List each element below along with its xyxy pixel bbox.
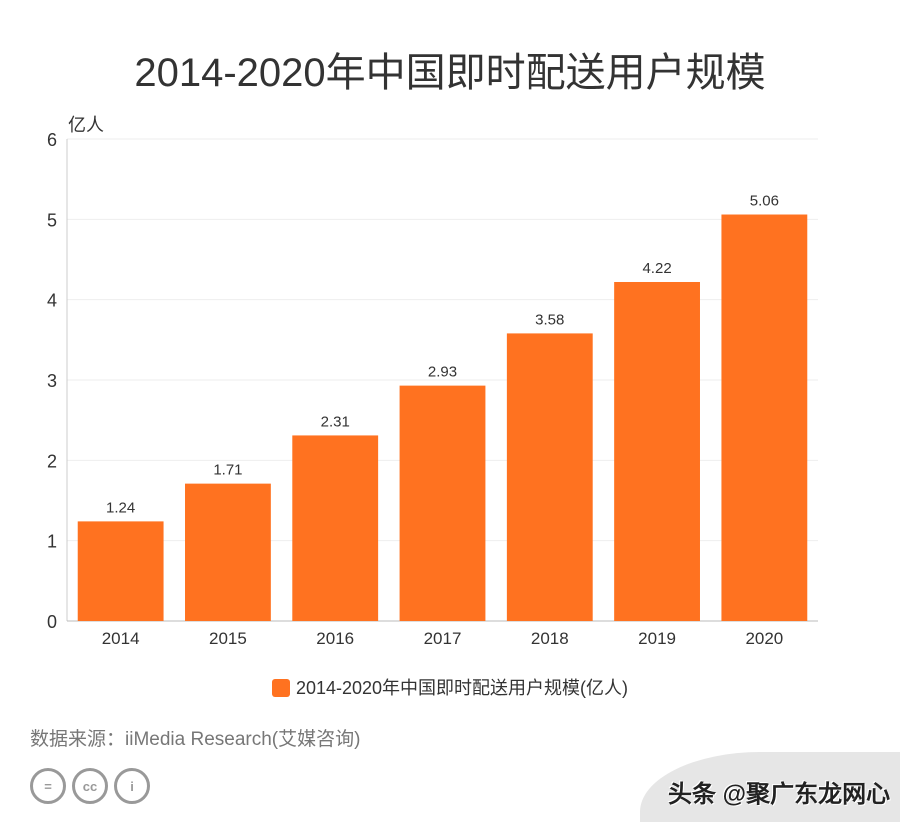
data-label: 1.71 bbox=[213, 462, 242, 479]
y-tick-label: 5 bbox=[47, 210, 57, 230]
bar-2016[interactable] bbox=[292, 435, 379, 621]
x-tick-label: 2018 bbox=[531, 629, 569, 648]
x-tick-label: 2017 bbox=[424, 629, 462, 648]
y-tick-label: 1 bbox=[47, 532, 57, 552]
data-label: 1.24 bbox=[106, 499, 135, 516]
bar-2018[interactable] bbox=[506, 333, 593, 621]
watermark: 头条 @聚广东龙网心 bbox=[668, 781, 891, 808]
license-icons: = cc i bbox=[30, 768, 150, 804]
bar-2020[interactable] bbox=[721, 214, 808, 621]
y-tick-label: 3 bbox=[47, 371, 57, 391]
x-tick-label: 2016 bbox=[316, 629, 354, 648]
bar-2014[interactable] bbox=[77, 521, 164, 621]
y-axis-label: 亿人 bbox=[68, 115, 104, 135]
data-label: 5.06 bbox=[750, 193, 779, 210]
x-tick-label: 2019 bbox=[638, 629, 676, 648]
chart-title: 2014-2020年中国即时配送用户规模 bbox=[134, 51, 766, 95]
y-tick-label: 2 bbox=[47, 451, 57, 471]
x-tick-label: 2015 bbox=[209, 629, 247, 648]
source-note: 数据来源：iiMedia Research(艾媒咨询) bbox=[30, 729, 361, 750]
bar-2019[interactable] bbox=[614, 281, 700, 621]
data-label: 2.31 bbox=[321, 413, 350, 430]
y-tick-label: 4 bbox=[47, 291, 57, 311]
data-label: 2.93 bbox=[428, 364, 457, 381]
legend-swatch bbox=[271, 679, 290, 697]
cc-by-icon: i bbox=[114, 768, 150, 804]
bar-chart: 0 1 2 3 4 5 6 亿人 1.24 2014 1.71 2015 2.31 2016 2.93 201… bbox=[47, 115, 818, 648]
legend[interactable]: 2014-2020年中国即时配送用户规模(亿人) bbox=[0, 674, 900, 700]
x-tick-label: 2014 bbox=[102, 629, 140, 648]
data-label: 3.58 bbox=[535, 311, 564, 328]
x-tick-label: 2020 bbox=[745, 629, 783, 648]
cc-icon: cc bbox=[72, 768, 108, 804]
bar-2015[interactable] bbox=[185, 483, 271, 621]
cc-nd-icon: = bbox=[30, 768, 66, 804]
y-tick-label: 0 bbox=[47, 612, 57, 632]
data-label: 4.22 bbox=[642, 260, 671, 277]
y-tick-label: 6 bbox=[47, 130, 57, 150]
bar-2017[interactable] bbox=[399, 385, 486, 621]
legend-label: 2014-2020年中国即时配送用户规模(亿人) bbox=[295, 678, 629, 698]
